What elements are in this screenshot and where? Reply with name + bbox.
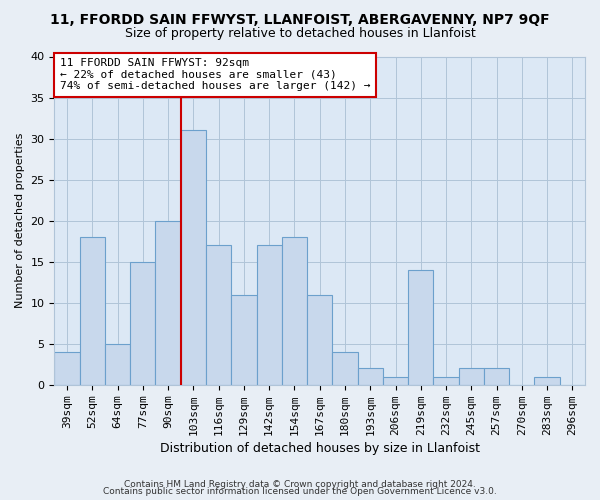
Text: 11 FFORDD SAIN FFWYST: 92sqm
← 22% of detached houses are smaller (43)
74% of se: 11 FFORDD SAIN FFWYST: 92sqm ← 22% of de… [60, 58, 370, 92]
Bar [383, 376, 408, 385]
Bar [231, 294, 257, 385]
Bar [358, 368, 383, 385]
Bar [130, 262, 155, 385]
Text: Contains HM Land Registry data © Crown copyright and database right 2024.: Contains HM Land Registry data © Crown c… [124, 480, 476, 489]
Bar [484, 368, 509, 385]
Text: 11, FFORDD SAIN FFWYST, LLANFOIST, ABERGAVENNY, NP7 9QF: 11, FFORDD SAIN FFWYST, LLANFOIST, ABERG… [50, 12, 550, 26]
Bar [105, 344, 130, 385]
Bar [535, 376, 560, 385]
Text: Contains public sector information licensed under the Open Government Licence v3: Contains public sector information licen… [103, 488, 497, 496]
X-axis label: Distribution of detached houses by size in Llanfoist: Distribution of detached houses by size … [160, 442, 480, 455]
Bar [257, 246, 282, 385]
Bar [458, 368, 484, 385]
Bar [80, 237, 105, 385]
Bar [181, 130, 206, 385]
Bar [206, 246, 231, 385]
Bar [332, 352, 358, 385]
Bar [433, 376, 458, 385]
Text: Size of property relative to detached houses in Llanfoist: Size of property relative to detached ho… [125, 28, 475, 40]
Bar [408, 270, 433, 385]
Bar [307, 294, 332, 385]
Bar [282, 237, 307, 385]
Y-axis label: Number of detached properties: Number of detached properties [15, 133, 25, 308]
Bar [55, 352, 80, 385]
Bar [155, 220, 181, 385]
